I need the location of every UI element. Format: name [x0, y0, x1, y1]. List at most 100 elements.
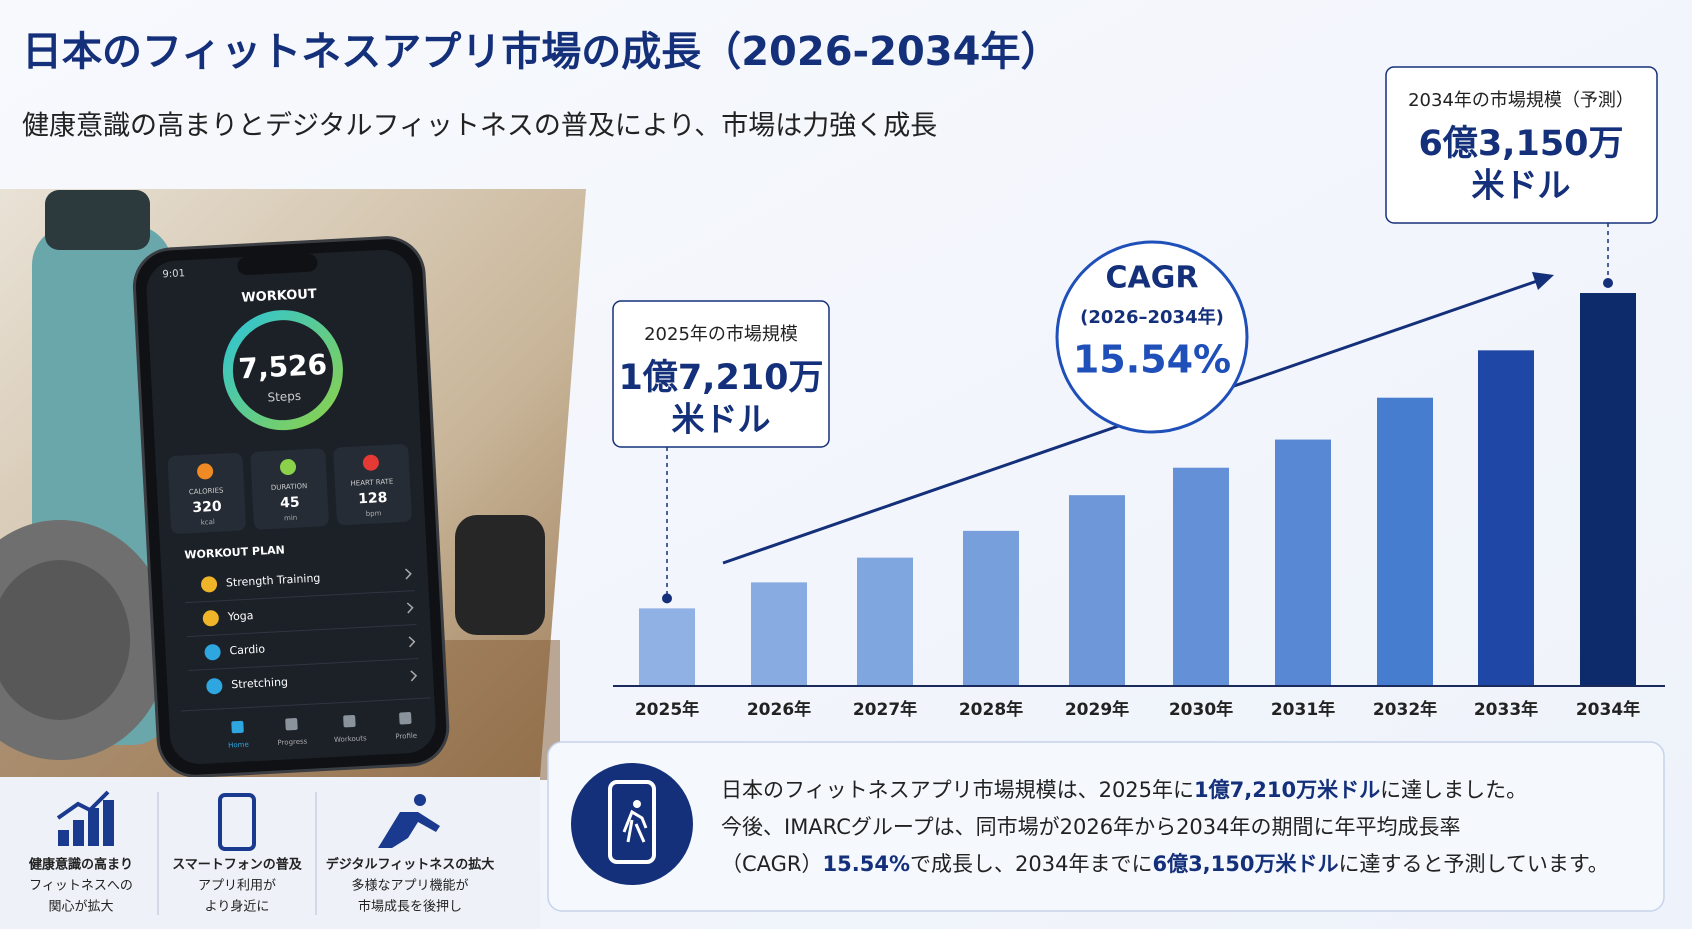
feature-text: 健康意識の高まり	[28, 857, 133, 873]
callout-box	[1385, 66, 1658, 224]
phone-text: CALORIES	[189, 486, 225, 496]
nav-icon	[285, 718, 298, 731]
phone-text: Workouts	[334, 734, 367, 744]
phone-text: HEART RATE	[350, 478, 393, 488]
bar	[751, 582, 807, 686]
phone-text: Home	[228, 740, 249, 749]
x-tick-label: 2026年	[747, 699, 811, 720]
x-tick-label: 2033年	[1474, 699, 1538, 720]
cagr-circle	[1055, 240, 1249, 434]
phone-text: Profile	[395, 732, 417, 741]
bar	[857, 557, 913, 686]
feature-text: より身近に	[205, 899, 270, 915]
nav-icon	[343, 714, 356, 728]
phone-text: bpm	[366, 509, 382, 518]
stat-icon	[197, 463, 214, 480]
callout-title: 2034年の市場規模（予測）	[1408, 90, 1634, 111]
phone-text: Strength Training	[226, 572, 321, 590]
feature-text: アプリ利用が	[198, 879, 276, 894]
feature-text: スマートフォンの普及	[172, 857, 303, 873]
phone-text: Progress	[277, 737, 308, 747]
x-tick-label: 2031年	[1271, 699, 1335, 720]
cagr-value: 15.54%	[1073, 338, 1231, 382]
plan-icon	[202, 610, 219, 627]
phone-text: min	[284, 514, 298, 523]
phone-text: 9:01	[162, 268, 185, 280]
plan-icon	[201, 576, 218, 593]
subtitle: 健康意識の高まりとデジタルフィットネスの普及により、市場は力強く成長	[22, 111, 937, 142]
phone-text: Stretching	[231, 675, 288, 691]
bar	[1275, 439, 1331, 686]
callout-title: 2025年の市場規模	[644, 324, 798, 345]
summary-segment: 1億7,210万米ドル	[1194, 778, 1380, 802]
summary-segment: （CAGR）	[721, 852, 823, 876]
plan-icon	[204, 644, 221, 661]
callout-unit: 米ドル	[672, 400, 771, 439]
bar	[1069, 495, 1125, 686]
x-tick-label: 2025年	[635, 699, 699, 720]
feature-text: フィットネスへの	[29, 879, 133, 894]
title: 日本のフィットネスアプリ市場の成長（2026-2034年）	[22, 29, 1060, 75]
summary-segment: 6億3,150万米ドル	[1152, 852, 1338, 876]
bar	[1580, 293, 1636, 686]
summary-line: 日本のフィットネスアプリ市場規模は、2025年に1億7,210万米ドルに達しまし…	[721, 778, 1527, 802]
x-tick-label: 2034年	[1576, 699, 1640, 720]
x-tick-label: 2027年	[853, 699, 917, 720]
x-tick-label: 2028年	[959, 699, 1023, 720]
phone-text: Steps	[267, 389, 301, 405]
phone-text: 320	[192, 499, 222, 517]
summary-segment: 15.54%	[823, 852, 910, 876]
nav-icon	[399, 712, 412, 725]
summary-segment: 今後、IMARCグループは、同市場が2026年から2034年の期間に年平均成長率	[721, 815, 1461, 839]
callout-unit: 米ドル	[1472, 166, 1571, 205]
bar	[1377, 397, 1433, 686]
feature-text: 関心が拡大	[48, 900, 113, 915]
phone-text: Cardio	[229, 642, 265, 657]
phone-text: 7,526	[238, 348, 328, 386]
summary-line: （CAGR）15.54%で成長し、2034年までに6億3,150万米ドルに達する…	[721, 852, 1609, 876]
callout-box	[612, 300, 830, 448]
x-tick-label: 2032年	[1373, 699, 1437, 720]
summary-segment: で成長し、2034年までに	[910, 852, 1152, 876]
chevron	[406, 602, 414, 614]
callout-value: 6億3,150万	[1418, 124, 1623, 164]
bar	[1173, 467, 1229, 686]
chevron	[405, 568, 412, 580]
summary-segment: 日本のフィットネスアプリ市場規模は、2025年に	[721, 778, 1194, 802]
phone-text: DURATION	[271, 482, 308, 492]
phone-text: 45	[280, 495, 300, 512]
x-tick-label: 2029年	[1065, 699, 1129, 720]
bar	[963, 530, 1019, 686]
phone-text: WORKOUT PLAN	[184, 543, 285, 561]
arrow-head	[1532, 272, 1554, 290]
cagr-period: (2026–2034年)	[1080, 306, 1224, 328]
stat-icon	[280, 459, 297, 476]
bar	[1478, 350, 1534, 686]
plan-icon	[206, 678, 223, 695]
features-panel	[0, 777, 540, 929]
chevron	[410, 670, 418, 682]
nav-icon	[231, 720, 244, 734]
feature-text: 市場成長を後押し	[358, 900, 462, 915]
stat-icon	[362, 454, 379, 471]
summary-box	[547, 741, 1665, 912]
phone-text: WORKOUT	[241, 287, 317, 306]
phone-text: 128	[358, 490, 388, 508]
summary-segment: に達しました。	[1380, 778, 1527, 802]
summary-segment: に達すると予測しています。	[1339, 852, 1609, 876]
callout-value: 1億7,210万	[618, 358, 823, 398]
feature-text: デジタルフィットネスの拡大	[326, 857, 494, 873]
callout-dot	[1603, 278, 1613, 289]
cagr-label: CAGR	[1106, 261, 1199, 296]
feature-text: 多様なアプリ機能が	[351, 879, 468, 894]
callout-dot	[662, 593, 672, 604]
chevron	[408, 636, 416, 648]
phone-text: Yoga	[226, 609, 253, 623]
bar	[639, 608, 695, 686]
x-tick-label: 2030年	[1169, 699, 1233, 720]
summary-line: 今後、IMARCグループは、同市場が2026年から2034年の期間に年平均成長率	[721, 815, 1461, 839]
phone-text: kcal	[201, 518, 216, 527]
